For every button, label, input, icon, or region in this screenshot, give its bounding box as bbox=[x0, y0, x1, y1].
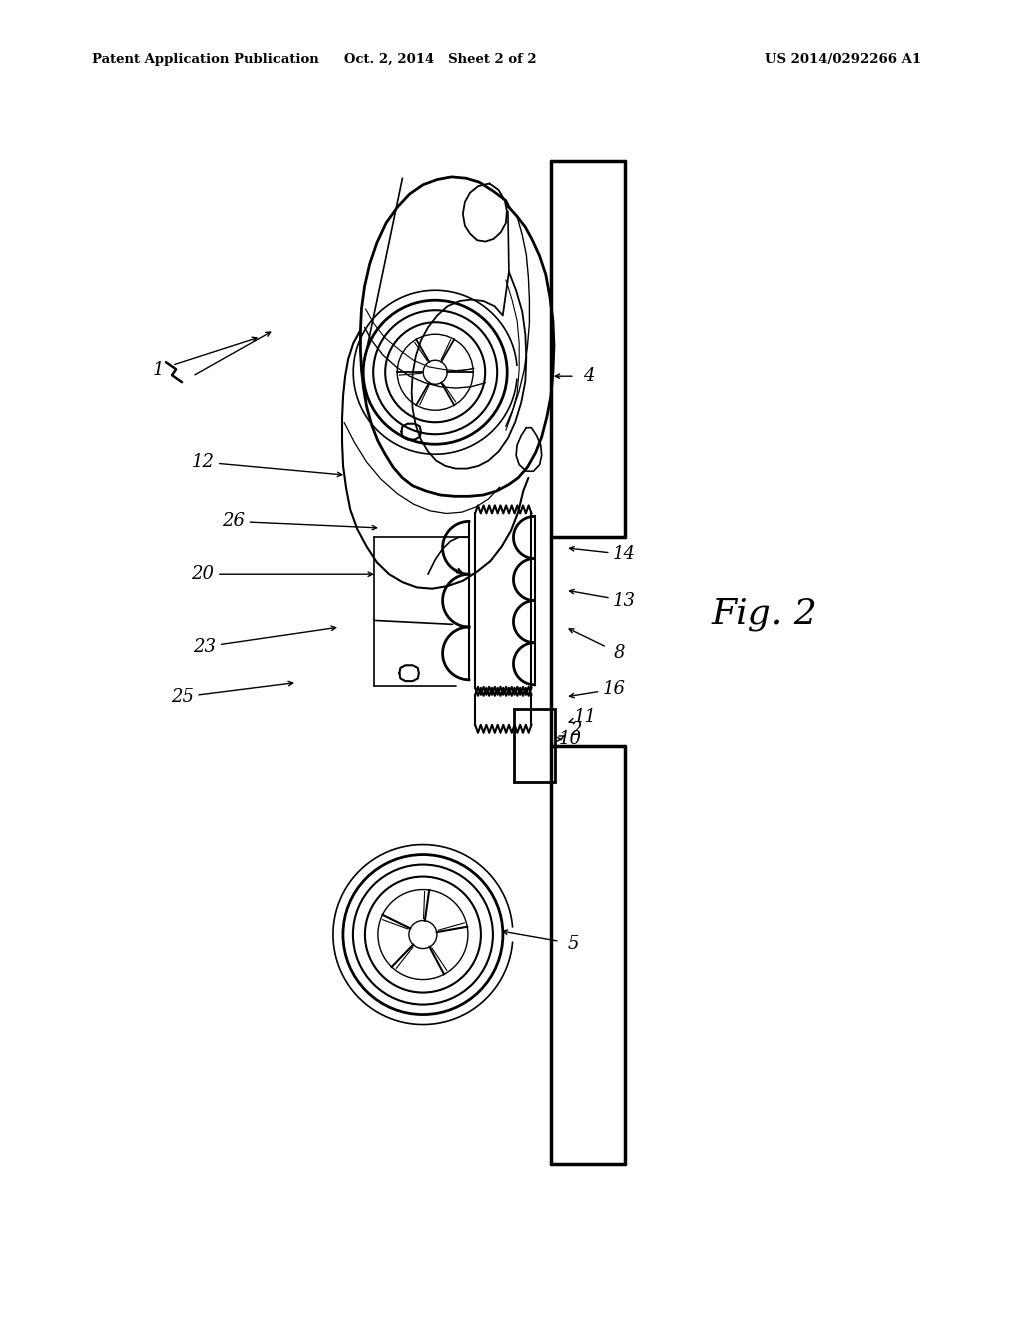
Text: 2: 2 bbox=[569, 721, 582, 739]
Text: 25: 25 bbox=[171, 688, 194, 706]
Text: 11: 11 bbox=[574, 708, 597, 726]
Text: 8: 8 bbox=[613, 644, 626, 663]
Text: 14: 14 bbox=[613, 545, 636, 564]
Text: 10: 10 bbox=[559, 730, 582, 748]
Text: 13: 13 bbox=[613, 591, 636, 610]
Text: 26: 26 bbox=[222, 512, 245, 531]
Text: 16: 16 bbox=[603, 680, 626, 698]
Text: Patent Application Publication: Patent Application Publication bbox=[92, 53, 318, 66]
Text: 12: 12 bbox=[191, 453, 214, 471]
Text: Fig. 2: Fig. 2 bbox=[712, 597, 817, 631]
Text: 20: 20 bbox=[191, 565, 214, 583]
Text: 5: 5 bbox=[567, 935, 580, 953]
Text: 1: 1 bbox=[153, 360, 165, 379]
Text: Oct. 2, 2014   Sheet 2 of 2: Oct. 2, 2014 Sheet 2 of 2 bbox=[344, 53, 537, 66]
Text: US 2014/0292266 A1: US 2014/0292266 A1 bbox=[766, 53, 922, 66]
FancyBboxPatch shape bbox=[514, 709, 555, 781]
Text: 4: 4 bbox=[583, 367, 595, 385]
Text: 23: 23 bbox=[194, 638, 216, 656]
